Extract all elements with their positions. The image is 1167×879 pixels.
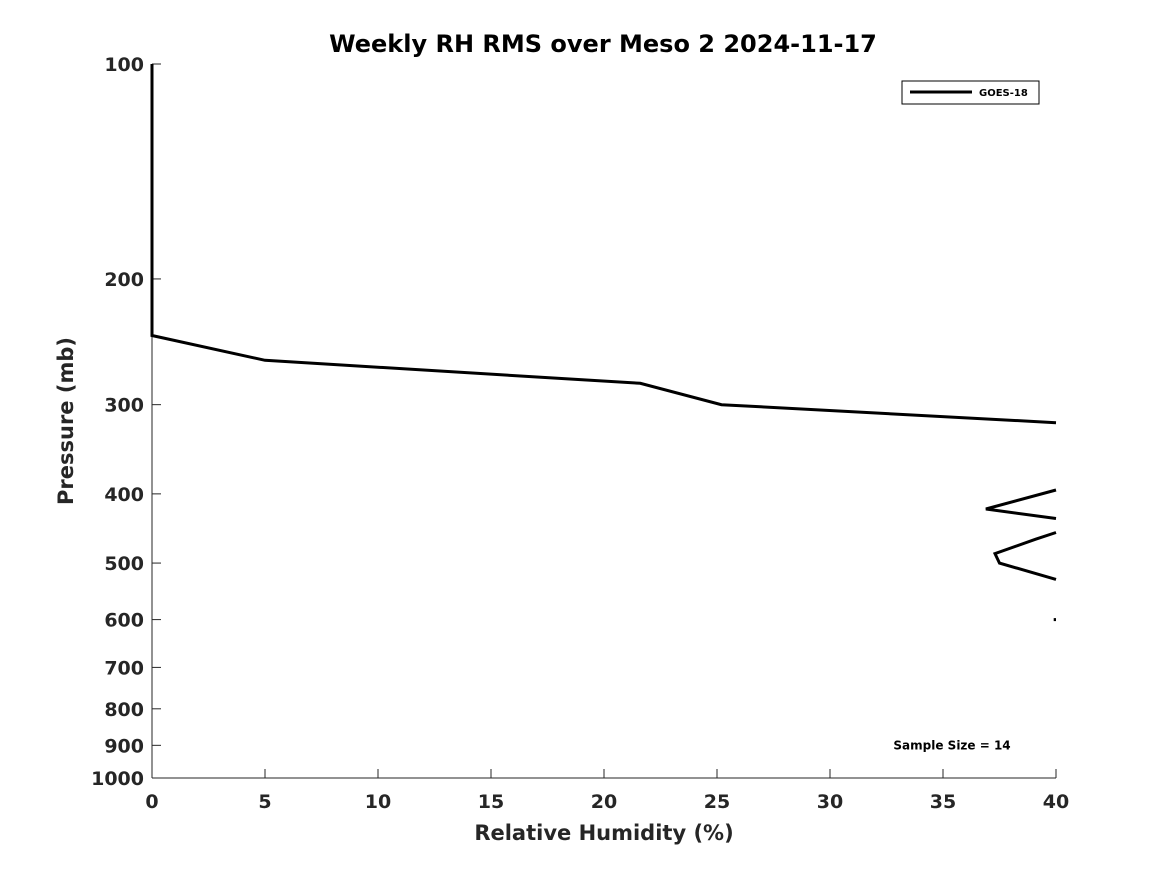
x-tick-label: 0 bbox=[145, 791, 158, 813]
x-tick-label: 10 bbox=[365, 791, 391, 813]
y-axis-label: Pressure (mb) bbox=[54, 337, 78, 505]
series-line-goes-18 bbox=[985, 488, 1057, 520]
legend: GOES-18 bbox=[901, 80, 1040, 105]
y-tick-label: 400 bbox=[104, 484, 144, 506]
sample-size-annotation: Sample Size = 14 bbox=[893, 738, 1010, 752]
chart-title: Weekly RH RMS over Meso 2 2024-11-17 bbox=[329, 30, 877, 58]
annotations: Sample Size = 14 bbox=[893, 738, 1010, 752]
y-tick-label: 900 bbox=[104, 735, 144, 757]
x-tick-label: 40 bbox=[1043, 791, 1069, 813]
y-tick-label: 100 bbox=[104, 54, 144, 76]
y-tick-label: 500 bbox=[104, 553, 144, 575]
legend-label-goes-18: GOES-18 bbox=[979, 88, 1028, 99]
x-tick-label: 25 bbox=[704, 791, 730, 813]
y-tick-label: 200 bbox=[104, 269, 144, 291]
series-line-goes-18 bbox=[150, 64, 1057, 425]
series bbox=[150, 64, 1057, 622]
y-tick-label: 1000 bbox=[91, 768, 144, 790]
x-axis-label: Relative Humidity (%) bbox=[474, 821, 733, 845]
x-tick-label: 15 bbox=[478, 791, 504, 813]
ticks: 0 5 10 15 20 25 30 35 40 100 200 300 400 500 600 700 800… bbox=[91, 54, 1069, 813]
y-tick-label: 600 bbox=[104, 610, 144, 632]
y-tick-label: 300 bbox=[104, 395, 144, 417]
x-tick-label: 30 bbox=[817, 791, 843, 813]
y-tick-label: 700 bbox=[104, 657, 144, 679]
y-tick-label: 800 bbox=[104, 699, 144, 721]
x-tick-label: 5 bbox=[258, 791, 271, 813]
series-line-goes-18 bbox=[992, 531, 1057, 581]
x-tick-label: 35 bbox=[930, 791, 956, 813]
axes bbox=[151, 64, 1056, 779]
x-tick-label: 20 bbox=[591, 791, 617, 813]
